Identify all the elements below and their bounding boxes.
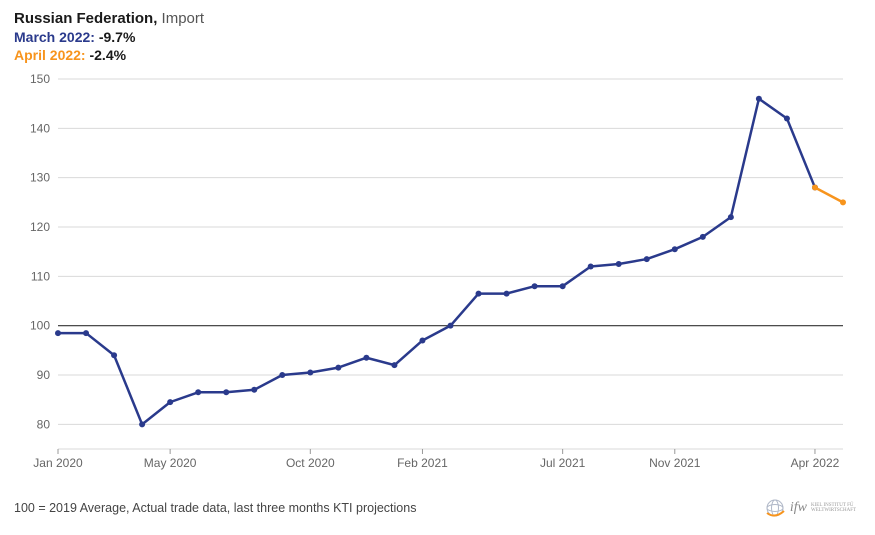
- y-tick-label: 130: [30, 171, 50, 185]
- x-tick-label: Apr 2022: [791, 456, 840, 470]
- x-tick-label: Oct 2020: [286, 456, 335, 470]
- logo-text: ifw: [790, 500, 807, 516]
- y-tick-label: 110: [31, 269, 50, 283]
- x-tick-label: Feb 2021: [397, 456, 448, 470]
- series-point-actual: [363, 355, 369, 361]
- x-tick-label: Jul 2021: [540, 456, 586, 470]
- line-chart: 80 90 100 110 120 130 140 150 Jan 2020 May 2020 Oc…: [14, 69, 861, 479]
- source-logo: ifw KIEL INSTITUT FÜ WELTWIRTSCHAFT: [764, 497, 861, 519]
- series-point-actual: [111, 352, 117, 358]
- title-country: Russian Federation,: [14, 10, 157, 27]
- y-tick-label: 100: [30, 319, 50, 333]
- series-point-actual: [672, 246, 678, 252]
- logo-sub: KIEL INSTITUT FÜ WELTWIRTSCHAFT: [811, 503, 861, 513]
- kpi1-value: -9.7%: [99, 29, 136, 45]
- series-point-actual: [644, 256, 650, 262]
- series-point-actual: [504, 291, 510, 297]
- x-tick-label: Jan 2020: [33, 456, 83, 470]
- kpi2-value: -2.4%: [89, 47, 126, 63]
- series-point-actual: [167, 399, 173, 405]
- series-point-actual: [307, 370, 313, 376]
- series-point-actual: [700, 234, 706, 240]
- x-tick-label: May 2020: [144, 456, 197, 470]
- series-point-actual: [588, 263, 594, 269]
- chart-svg: 80 90 100 110 120 130 140 150 Jan 2020 May 2020 Oc…: [14, 69, 861, 479]
- kpi-line-1: March 2022: -9.7%: [14, 29, 861, 45]
- series-point-actual: [532, 283, 538, 289]
- series-point-actual: [223, 389, 229, 395]
- y-tick-label: 80: [37, 417, 51, 431]
- series-point-actual: [448, 323, 454, 329]
- series-point-actual: [728, 214, 734, 220]
- series-point-actual: [279, 372, 285, 378]
- footnote: 100 = 2019 Average, Actual trade data, l…: [14, 501, 416, 515]
- series-point-actual: [55, 330, 61, 336]
- y-tick-label: 150: [30, 72, 50, 86]
- series-point-actual: [419, 337, 425, 343]
- series-point-actual: [560, 283, 566, 289]
- series-point-actual: [391, 362, 397, 368]
- series-point-actual: [476, 291, 482, 297]
- series-point-actual: [335, 365, 341, 371]
- series-point-actual: [139, 421, 145, 427]
- series-point-projection: [840, 199, 846, 205]
- series-point-projection: [812, 185, 818, 191]
- series-point-actual: [756, 96, 762, 102]
- y-tick-label: 90: [37, 368, 51, 382]
- chart-title: Russian Federation, Import: [14, 10, 861, 27]
- series-point-actual: [784, 115, 790, 121]
- kpi2-label: April 2022:: [14, 47, 86, 63]
- x-tick-label: Nov 2021: [649, 456, 701, 470]
- y-tick-label: 140: [30, 121, 50, 135]
- kpi1-label: March 2022:: [14, 29, 95, 45]
- series-point-actual: [616, 261, 622, 267]
- kpi-line-2: April 2022: -2.4%: [14, 47, 861, 63]
- series-point-actual: [83, 330, 89, 336]
- title-metric: Import: [162, 10, 205, 27]
- series-point-actual: [251, 387, 257, 393]
- globe-icon: [764, 497, 786, 519]
- series-point-actual: [195, 389, 201, 395]
- y-tick-label: 120: [30, 220, 50, 234]
- series-line-projection: [815, 188, 843, 203]
